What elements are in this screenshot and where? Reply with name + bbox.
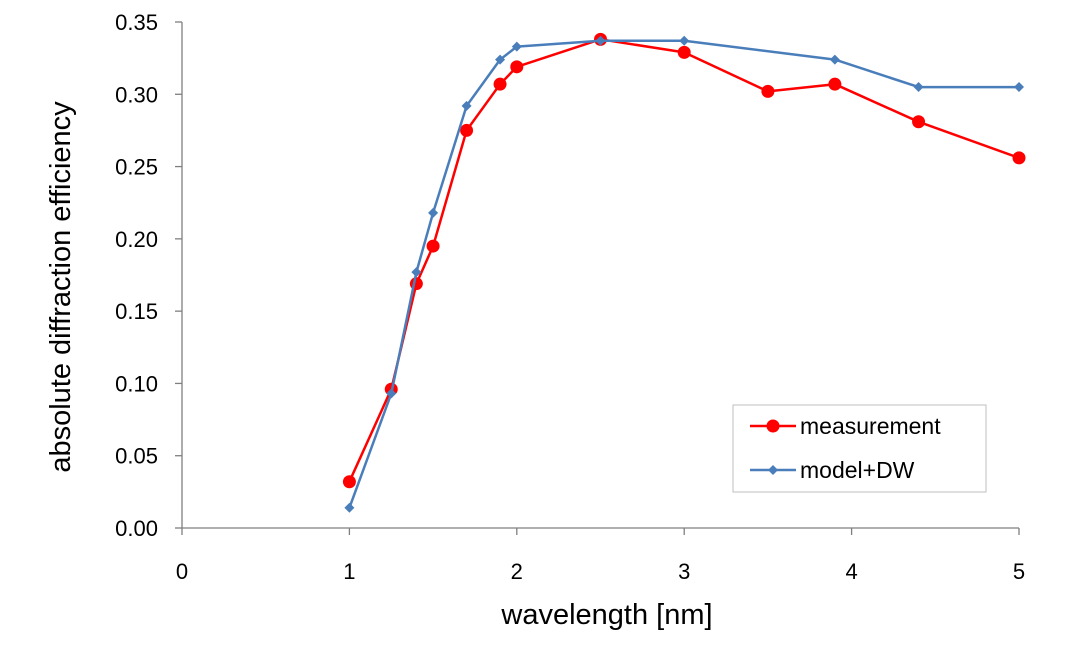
- data-point-measurement: [493, 77, 507, 91]
- y-tick-label: 0.10: [115, 371, 158, 396]
- data-point-measurement: [761, 84, 775, 98]
- legend-marker-model: [768, 465, 778, 475]
- plot-area: [342, 32, 1026, 513]
- y-tick-label: 0.05: [115, 444, 158, 469]
- data-point-measurement: [1012, 151, 1026, 165]
- legend-item-model: model+DW: [750, 457, 915, 483]
- data-point-model-dw: [595, 35, 606, 46]
- legend-label-measurement: measurement: [800, 413, 941, 439]
- data-point-model-dw: [829, 54, 840, 65]
- data-point-measurement: [510, 60, 524, 74]
- legend: measurement model+DW: [732, 404, 987, 493]
- y-tick-label: 0.15: [115, 299, 158, 324]
- x-tick-label: 3: [678, 559, 690, 584]
- data-point-model-dw: [913, 82, 924, 93]
- data-point-model-dw: [495, 54, 506, 65]
- data-point-measurement: [342, 475, 356, 489]
- series-model-dw: [344, 35, 1024, 513]
- legend-marker-measurement: [766, 419, 780, 433]
- data-point-measurement: [912, 115, 926, 129]
- series-line-model-dw: [348, 39, 1019, 509]
- data-point-model-dw: [1014, 82, 1024, 93]
- data-point-model-dw: [386, 388, 397, 399]
- y-axis-title: absolute diffraction efficiency: [45, 101, 77, 473]
- x-tick-label: 5: [1013, 559, 1025, 584]
- data-point-measurement: [828, 77, 842, 91]
- legend-label-model: model+DW: [800, 457, 915, 483]
- x-tick-label: 0: [176, 559, 188, 584]
- tick-labels: 0.00 0.05 0.10 0.15 0.20 0.25 0.30 0.35 0 1 2 3 4 5: [115, 10, 1025, 584]
- x-tick-label: 1: [343, 559, 355, 584]
- y-tick-label: 0.30: [115, 82, 158, 107]
- y-tick-label: 0.00: [115, 516, 158, 541]
- data-point-measurement: [460, 123, 474, 137]
- data-point-model-dw: [411, 267, 422, 278]
- y-tick-label: 0.25: [115, 155, 158, 180]
- data-point-model-dw: [344, 502, 355, 513]
- data-point-measurement: [426, 239, 440, 253]
- legend-box: [732, 404, 987, 493]
- data-point-model-dw: [679, 35, 690, 46]
- data-point-model-dw: [428, 207, 439, 218]
- x-tick-label: 2: [511, 559, 523, 584]
- data-point-model-dw: [511, 41, 522, 52]
- y-tick-label: 0.35: [115, 10, 158, 35]
- y-tick-label: 0.20: [115, 227, 158, 252]
- x-axis-title: wavelength [nm]: [500, 599, 712, 631]
- axes: [181, 22, 1019, 529]
- data-point-measurement: [677, 45, 691, 59]
- x-tick-label: 4: [845, 559, 857, 584]
- legend-item-measurement: measurement: [750, 413, 941, 439]
- data-point-model-dw: [461, 100, 472, 111]
- ticks: [175, 21, 1020, 535]
